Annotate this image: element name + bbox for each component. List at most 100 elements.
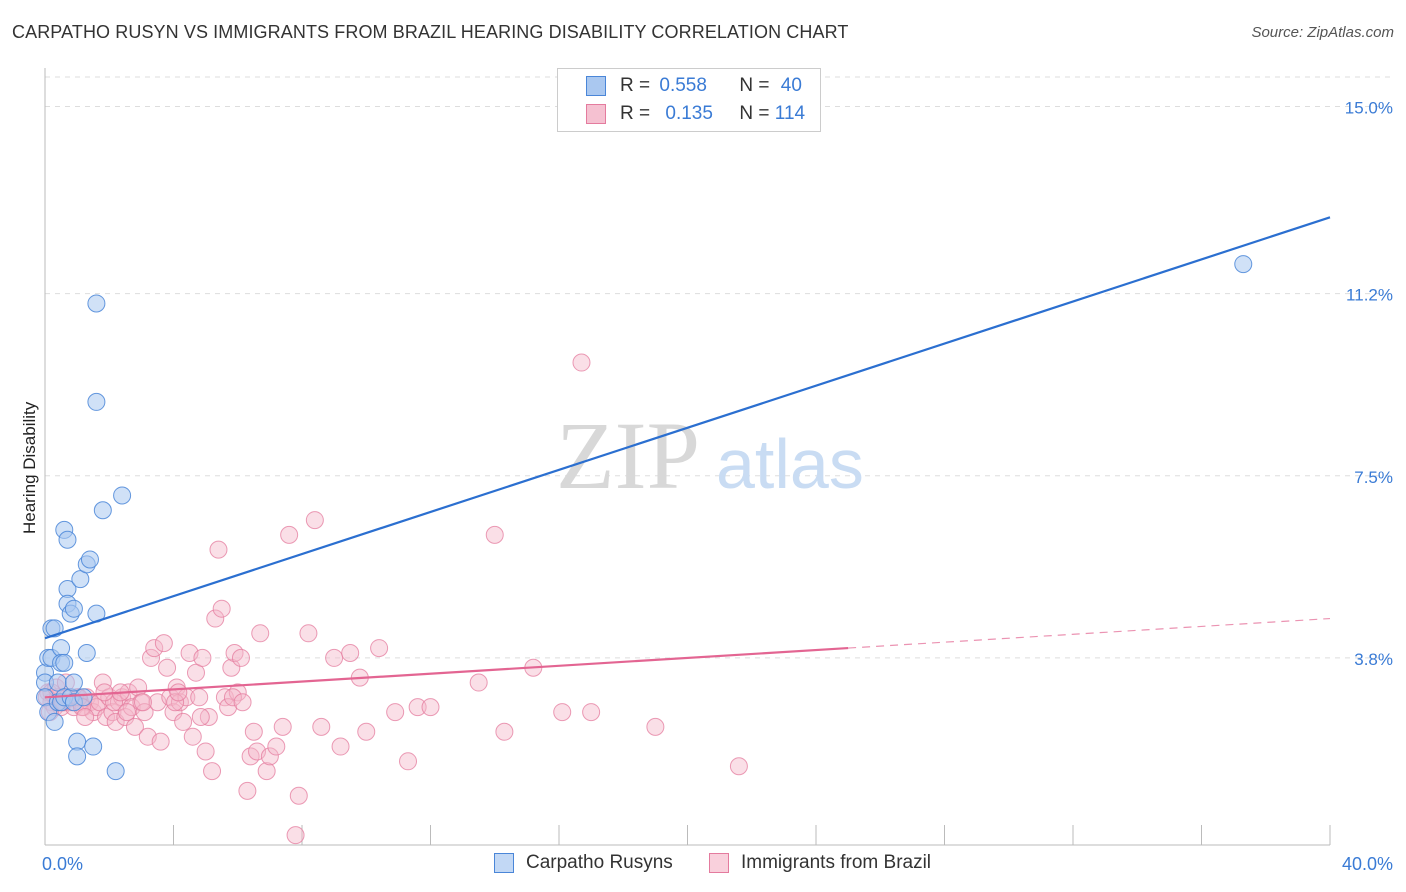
legend-n-label: N = — [739, 103, 770, 124]
data-point-brazil — [357, 722, 376, 741]
data-point-carpatho — [87, 294, 106, 313]
data-point-brazil — [158, 658, 177, 677]
data-point-brazil — [299, 624, 318, 643]
data-point-brazil — [203, 762, 222, 781]
x-tick-label: 0.0% — [42, 854, 83, 874]
legend-item-immigrants-from-brazil: Immigrants from Brazil — [709, 852, 931, 874]
data-point-brazil — [495, 722, 514, 741]
data-point-brazil — [145, 639, 164, 658]
data-point-brazil — [646, 717, 665, 736]
data-point-brazil — [174, 712, 193, 731]
data-point-brazil — [191, 708, 210, 726]
data-point-brazil — [219, 698, 238, 717]
data-point-brazil — [305, 511, 324, 530]
data-point-carpatho — [93, 501, 112, 520]
data-point-brazil — [582, 703, 601, 722]
data-point-carpatho — [74, 688, 93, 707]
data-point-brazil — [233, 693, 252, 712]
data-point-brazil — [76, 708, 95, 726]
data-point-brazil — [117, 703, 136, 722]
data-point-brazil — [212, 599, 231, 618]
data-point-brazil — [231, 648, 250, 667]
data-point-brazil — [228, 683, 247, 702]
y-tick-label: 15.0% — [1345, 99, 1393, 118]
data-point-brazil — [183, 727, 202, 746]
data-point-carpatho — [64, 599, 83, 618]
stats-legend: R = 0.558 N = 40 R = 0.135 N = 114 — [557, 68, 821, 132]
legend-n-value: 114 — [774, 103, 806, 124]
data-point-brazil — [408, 698, 427, 717]
source-label: Source: ZipAtlas.com — [1251, 24, 1394, 41]
legend-swatch-blue — [586, 76, 606, 96]
legend-r-label: R = — [620, 103, 651, 124]
data-point-brazil — [553, 703, 572, 722]
data-point-brazil — [193, 648, 212, 667]
legend-r-value: 0.135 — [665, 103, 713, 124]
data-point-brazil — [331, 737, 350, 756]
data-point-brazil — [421, 698, 440, 717]
data-point-brazil — [386, 703, 405, 722]
data-point-brazil — [312, 717, 331, 736]
x-tick-label: 40.0% — [1342, 854, 1393, 874]
data-point-carpatho — [87, 392, 106, 411]
data-point-brazil — [133, 693, 152, 712]
data-point-brazil — [142, 648, 161, 667]
data-point-brazil — [267, 737, 286, 756]
data-point-brazil — [244, 722, 263, 741]
data-point-brazil — [196, 742, 215, 761]
data-point-brazil — [325, 648, 344, 667]
pink-points — [37, 353, 748, 845]
chart-title: CARPATHO RUSYN VS IMMIGRANTS FROM BRAZIL… — [12, 22, 849, 42]
watermark: ZIP atlas — [556, 402, 864, 509]
data-point-carpatho — [68, 747, 87, 766]
data-point-brazil — [289, 786, 308, 805]
data-point-carpatho — [113, 486, 132, 505]
data-point-carpatho — [1234, 255, 1253, 274]
data-point-brazil — [729, 757, 748, 776]
data-point-brazil — [273, 717, 292, 736]
legend-row-pink: R = 0.135 N = 114 — [586, 103, 805, 125]
data-point-brazil — [190, 688, 209, 707]
trend-line-brazil — [44, 646, 849, 699]
data-point-brazil — [469, 673, 488, 692]
y-tick-label: 3.8% — [1354, 650, 1393, 669]
trend-line-carpatho — [44, 216, 1331, 640]
watermark-zip: ZIP — [556, 402, 700, 509]
data-point-brazil — [280, 525, 299, 544]
data-point-brazil — [151, 732, 170, 751]
legend-n-label: N = — [739, 75, 770, 96]
data-point-carpatho — [84, 737, 103, 756]
tick-labels: 3.8% 7.5% 11.2% 15.0% 0.0% 40.0% — [42, 99, 1393, 874]
data-point-brazil — [572, 353, 591, 372]
legend-label: Immigrants from Brazil — [741, 852, 932, 873]
y-tick-label: 11.2% — [1346, 286, 1393, 305]
legend-row-blue: R = 0.558 N = 40 — [586, 75, 802, 97]
data-point-brazil — [209, 540, 228, 559]
legend-label: Carpatho Rusyns — [526, 852, 673, 873]
data-point-carpatho — [45, 712, 64, 731]
data-point-brazil — [260, 747, 279, 766]
data-point-brazil — [206, 609, 225, 628]
data-point-brazil — [238, 781, 257, 800]
legend-swatch-pink — [586, 104, 606, 124]
data-point-brazil — [399, 752, 418, 771]
data-point-carpatho — [80, 550, 99, 569]
series-legend: Carpatho Rusyns Immigrants from Brazil — [0, 852, 1406, 878]
watermark-atlas: atlas — [716, 425, 864, 503]
data-point-brazil — [251, 624, 270, 643]
legend-r-value: 0.558 — [659, 75, 707, 96]
legend-swatch-blue — [494, 853, 514, 873]
data-point-brazil — [222, 658, 241, 677]
data-point-brazil — [125, 717, 144, 736]
data-point-carpatho — [106, 762, 125, 781]
data-point-brazil — [257, 762, 276, 781]
data-point-brazil — [154, 634, 173, 653]
data-point-carpatho — [55, 653, 74, 672]
y-tick-label: 7.5% — [1354, 468, 1393, 487]
data-point-brazil — [223, 688, 242, 707]
legend-item-carpatho-rusyns: Carpatho Rusyns — [494, 852, 673, 874]
data-point-brazil — [286, 826, 305, 845]
data-point-brazil — [341, 644, 360, 662]
trend-line-brazil-extension — [848, 617, 1331, 649]
